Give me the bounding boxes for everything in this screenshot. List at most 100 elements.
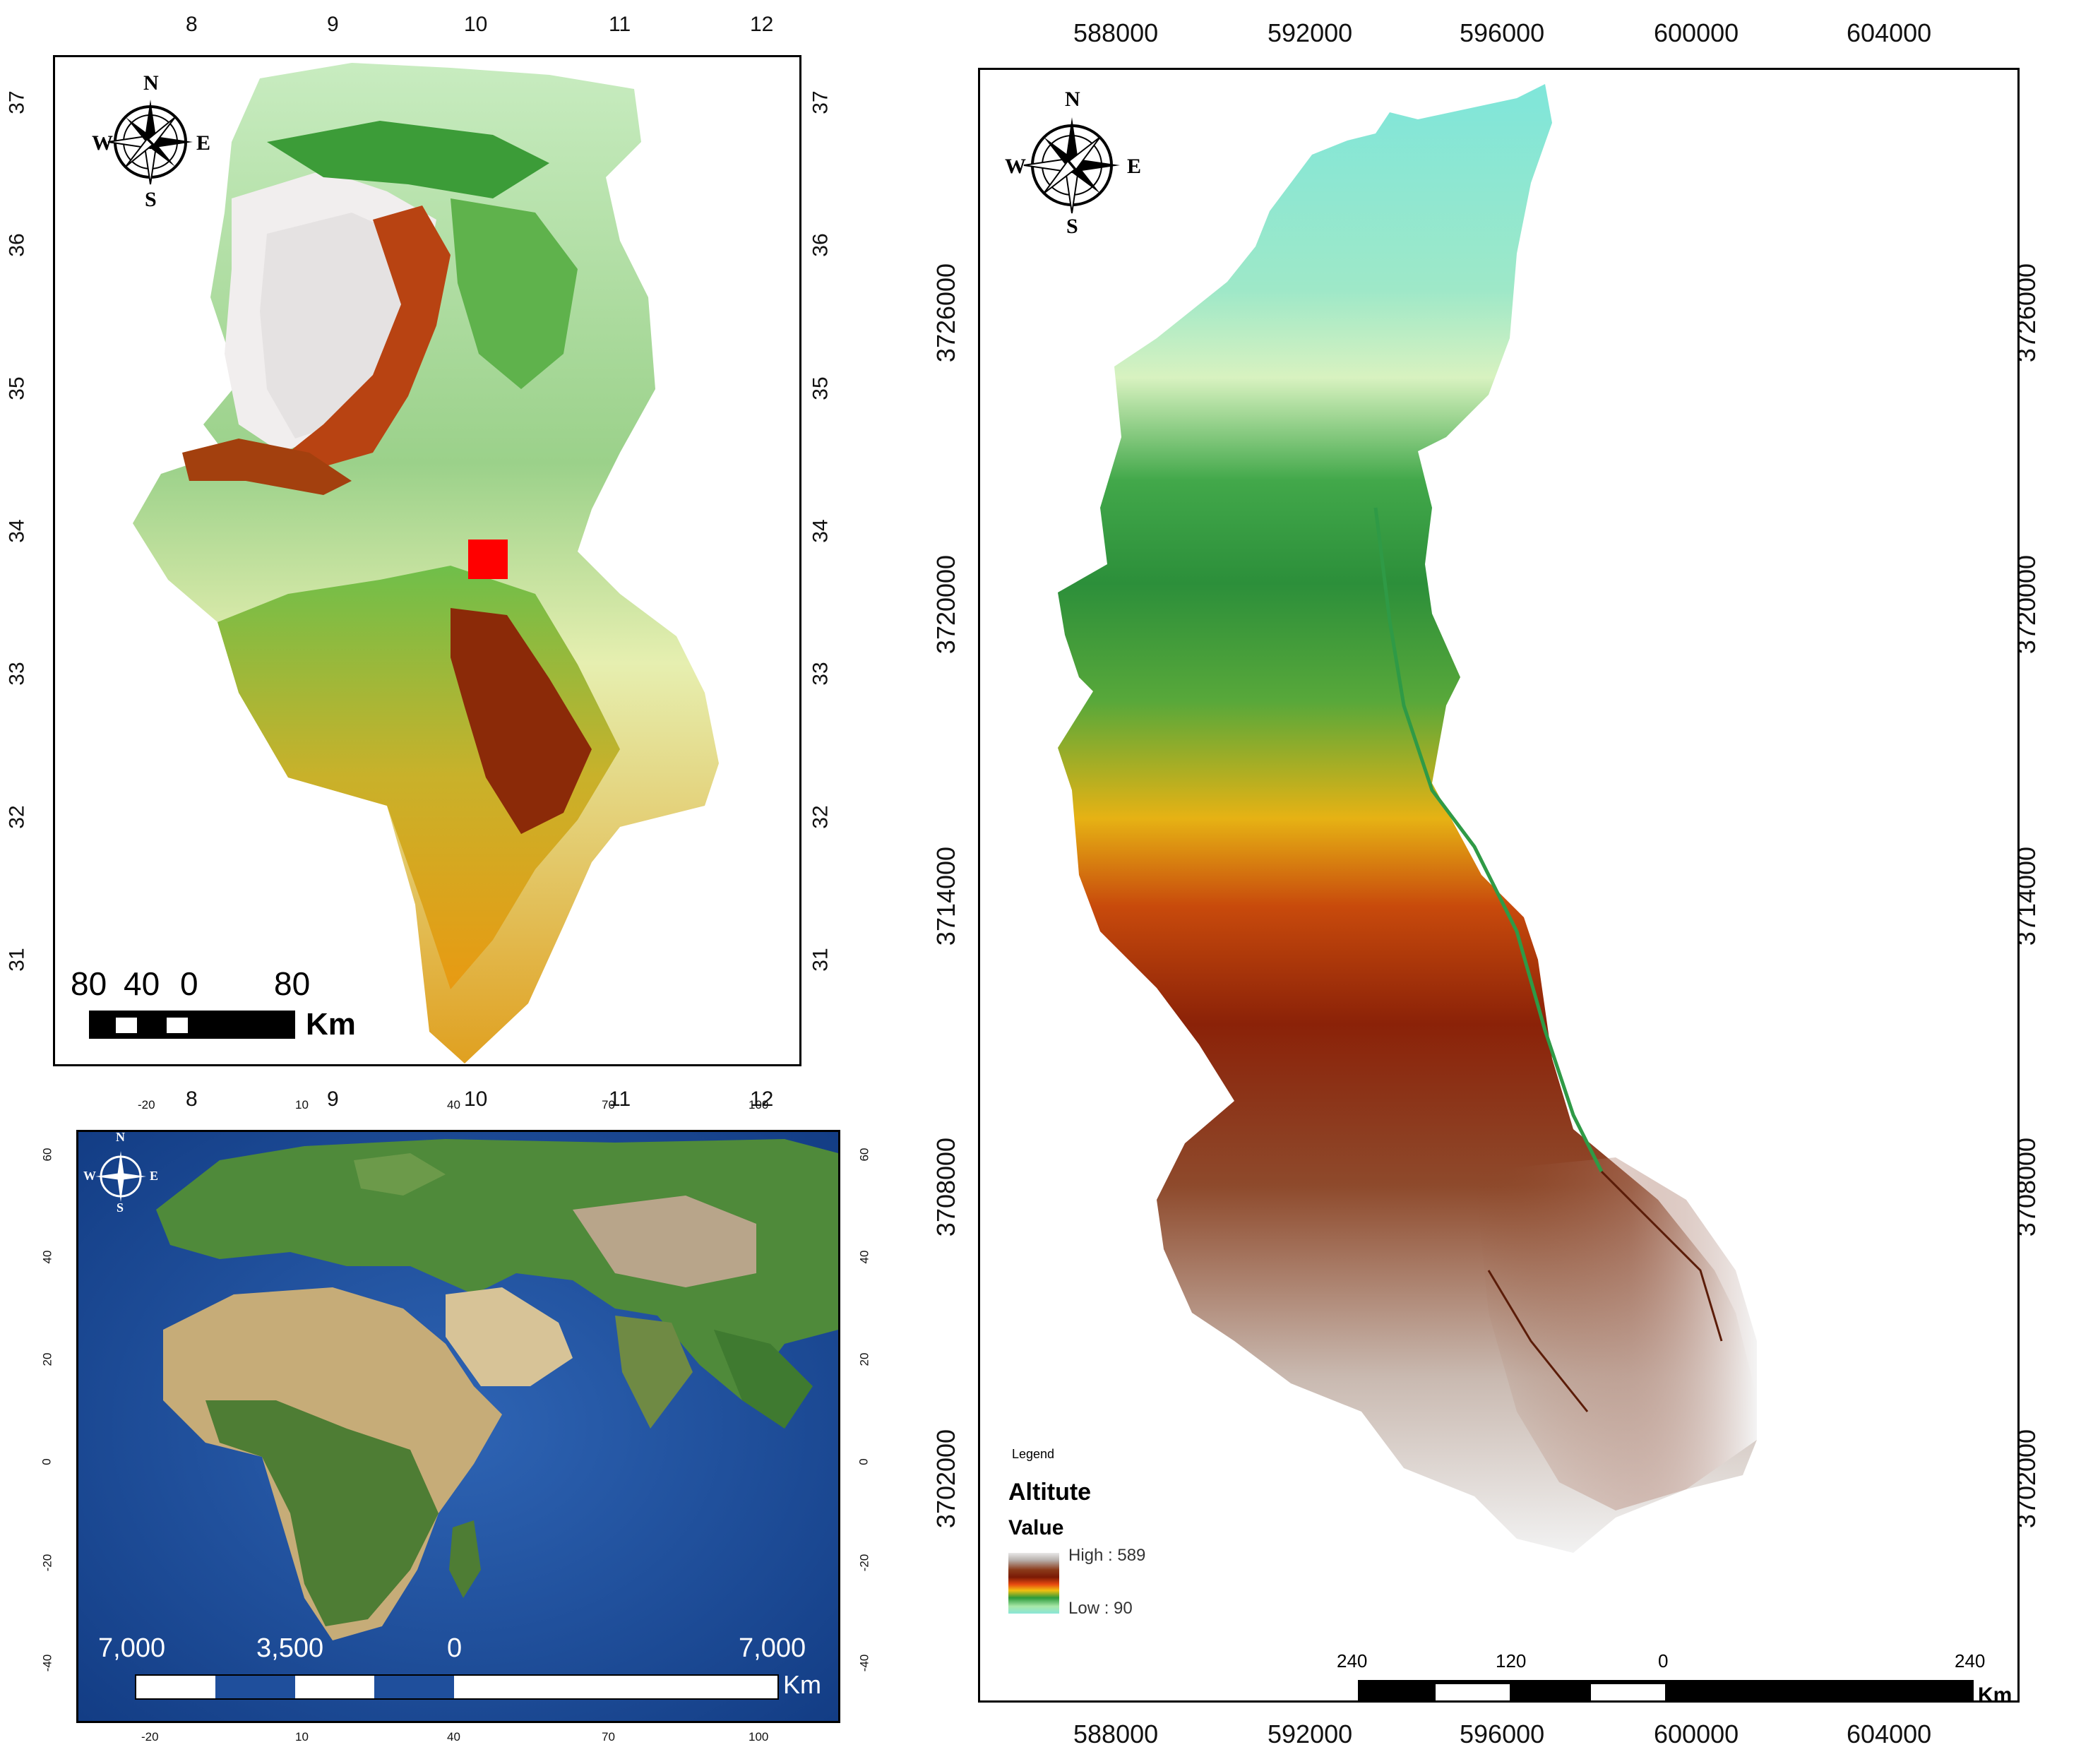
watershed-top-tick: 604000 bbox=[1847, 18, 1932, 47]
tunisia-scale-label: 0 bbox=[180, 965, 198, 1002]
watershed-bottom-tick: 604000 bbox=[1847, 1720, 1932, 1748]
central-asia-landmass bbox=[573, 1196, 756, 1287]
study-area-marker bbox=[468, 540, 508, 579]
tunisia-right-tick: 31 bbox=[809, 948, 833, 972]
upland-plateau-shape bbox=[1474, 1157, 1757, 1510]
world-scale-label: 7,000 bbox=[739, 1633, 806, 1663]
world-satellite-image bbox=[78, 1132, 838, 1721]
tunisia-bottom-tick: 8 bbox=[186, 1087, 198, 1111]
world-bottom-tick: 10 bbox=[295, 1730, 309, 1744]
tributary-line bbox=[1487, 1270, 1589, 1412]
tunisia-right-tick: 37 bbox=[809, 90, 833, 114]
tunisia-bottom-tick: 12 bbox=[750, 1087, 774, 1111]
compass-s: S bbox=[145, 188, 157, 211]
world-right-tick: -20 bbox=[857, 1554, 871, 1572]
scandinavia-landmass bbox=[354, 1153, 446, 1196]
compass-n: N bbox=[143, 71, 159, 95]
arabia-landmass bbox=[446, 1287, 573, 1386]
tunisia-right-tick: 35 bbox=[809, 376, 833, 400]
compass-w: W bbox=[92, 131, 113, 155]
world-bottom-tick: 70 bbox=[602, 1730, 615, 1744]
tunisia-left-tick: 37 bbox=[5, 90, 29, 114]
legend-subtitle: Value bbox=[1008, 1516, 1064, 1539]
tunisia-left-tick: 36 bbox=[5, 233, 29, 257]
world-scale-label: 0 bbox=[447, 1633, 463, 1663]
watershed-scale-label: 240 bbox=[1955, 1650, 1986, 1671]
tunisia-right-tick: 32 bbox=[809, 805, 833, 829]
high-plateau-core-shape bbox=[260, 213, 415, 439]
tunisia-right-tick: 36 bbox=[809, 233, 833, 257]
compass-w: W bbox=[83, 1169, 96, 1183]
world-scale-unit: Km bbox=[783, 1670, 821, 1699]
compass-n: N bbox=[1065, 88, 1080, 111]
compass-e: E bbox=[1127, 155, 1142, 178]
tunisia-top-tick: 8 bbox=[186, 13, 198, 36]
world-top-tick: 100 bbox=[749, 1098, 769, 1112]
world-scale-label: 3,500 bbox=[256, 1633, 324, 1663]
watershed-bottom-tick: 592000 bbox=[1268, 1720, 1353, 1748]
northern-forest-shape bbox=[267, 121, 549, 198]
watershed-map-frame: N S W E Legend Altitute Value High : 589… bbox=[978, 68, 2020, 1703]
watershed-compass: N S W E bbox=[1001, 88, 1150, 238]
legend-title: Altitute bbox=[1008, 1479, 1092, 1506]
tunisia-bottom-tick: 11 bbox=[609, 1087, 631, 1111]
compass-rose-icon bbox=[107, 100, 193, 185]
world-top-tick: 70 bbox=[602, 1098, 615, 1112]
watershed-scale-label: 120 bbox=[1496, 1650, 1527, 1671]
watershed-top-tick: 588000 bbox=[1073, 18, 1159, 47]
watershed-left-tick: 3726000 bbox=[931, 263, 961, 363]
watershed-scale-label: 0 bbox=[1658, 1650, 1669, 1671]
world-left-tick: 60 bbox=[40, 1148, 54, 1162]
tunisia-map-frame: N S W E 80 40 0 80 Km bbox=[53, 55, 801, 1066]
watershed-bottom-tick: 588000 bbox=[1073, 1720, 1159, 1748]
india-landmass bbox=[615, 1316, 693, 1429]
world-bottom-tick: 40 bbox=[447, 1730, 460, 1744]
tunisia-top-tick: 9 bbox=[327, 13, 339, 36]
compass-n: N bbox=[116, 1130, 125, 1144]
main-channel-line bbox=[1373, 507, 1604, 1173]
world-left-tick: 40 bbox=[40, 1250, 54, 1264]
tunisia-scale-label: 80 bbox=[71, 965, 107, 1002]
compass-s: S bbox=[117, 1200, 124, 1215]
africa-vegetation bbox=[205, 1400, 439, 1626]
world-right-tick: 0 bbox=[857, 1458, 871, 1465]
compass-rose-icon bbox=[95, 1151, 146, 1202]
world-map-frame: N S W E 7,000 3,500 0 7,000 Km bbox=[76, 1130, 840, 1723]
tunisia-terrain bbox=[133, 63, 719, 1063]
tunisia-left-tick: 32 bbox=[5, 805, 29, 829]
world-left-tick: -40 bbox=[40, 1654, 54, 1672]
tunisia-left-tick: 35 bbox=[5, 376, 29, 400]
world-scale-label: 7,000 bbox=[98, 1633, 166, 1663]
tunisia-scale-label: 40 bbox=[124, 965, 160, 1002]
watershed-left-tick: 3702000 bbox=[931, 1429, 961, 1529]
legend-heading: Legend bbox=[1012, 1447, 1055, 1461]
watershed-top-tick: 600000 bbox=[1654, 18, 1739, 47]
world-right-tick: -40 bbox=[857, 1654, 871, 1672]
tunisia-scale-bar bbox=[89, 1011, 295, 1039]
watershed-scale-label: 240 bbox=[1337, 1650, 1368, 1671]
tunisia-top-tick: 10 bbox=[464, 13, 488, 36]
legend-color-ramp bbox=[1008, 1553, 1059, 1614]
world-top-tick: -20 bbox=[138, 1098, 155, 1112]
tunisia-bottom-tick: 9 bbox=[327, 1087, 339, 1111]
watershed-left-tick: 3714000 bbox=[931, 846, 961, 946]
tunisia-right-tick: 33 bbox=[809, 662, 833, 686]
world-top-tick: 10 bbox=[295, 1098, 309, 1112]
world-right-tick: 60 bbox=[857, 1148, 871, 1162]
world-bottom-tick: 100 bbox=[749, 1730, 769, 1744]
central-lowland-shape bbox=[451, 198, 578, 389]
world-bottom-tick: -20 bbox=[141, 1730, 159, 1744]
tunisia-bottom-tick: 10 bbox=[464, 1087, 488, 1111]
legend-low-label: Low : 90 bbox=[1068, 1599, 1133, 1618]
compass-rose-icon bbox=[1023, 117, 1120, 214]
tributary-line bbox=[1600, 1170, 1723, 1342]
tunisia-compass: N S W E bbox=[83, 71, 217, 211]
world-right-tick: 20 bbox=[857, 1352, 871, 1366]
world-right-tick: 40 bbox=[857, 1250, 871, 1264]
world-left-tick: -20 bbox=[40, 1554, 54, 1572]
watershed-scale-unit: Km bbox=[1978, 1683, 2013, 1703]
tunisia-top-tick: 11 bbox=[609, 13, 631, 36]
compass-e: E bbox=[150, 1169, 159, 1183]
dahar-ridge-shape bbox=[451, 608, 592, 834]
watershed-left-tick: 3708000 bbox=[931, 1137, 961, 1237]
